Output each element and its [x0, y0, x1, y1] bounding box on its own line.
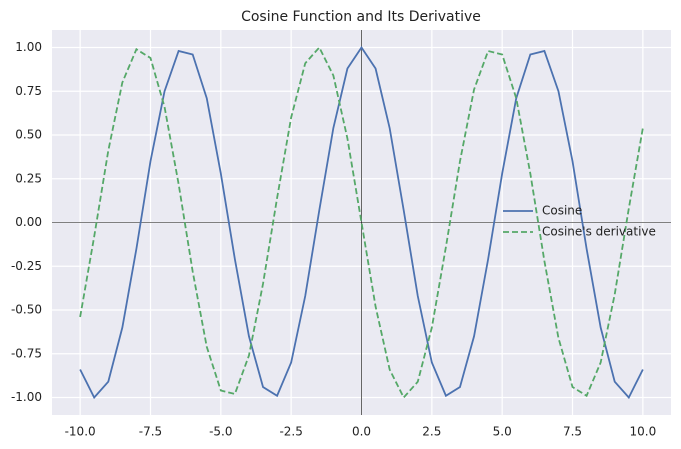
- legend-label: Cosine's derivative: [542, 225, 656, 239]
- y-tick-label: 0.25: [15, 171, 42, 185]
- x-tick-label: 10.0: [630, 425, 657, 439]
- x-tick-label: 7.5: [563, 425, 582, 439]
- y-tick-label: 0.50: [15, 128, 42, 142]
- x-tick-label: 0.0: [352, 425, 371, 439]
- x-tick-label: 5.0: [493, 425, 512, 439]
- y-tick-label: 1.00: [15, 40, 42, 54]
- x-tick-label: -2.5: [279, 425, 302, 439]
- y-tick-label: -0.75: [11, 346, 42, 360]
- x-tick-label: 2.5: [422, 425, 441, 439]
- x-tick-label: -10.0: [65, 425, 96, 439]
- y-tick-label: 0.00: [15, 215, 42, 229]
- y-tick-label: -0.50: [11, 303, 42, 317]
- chart-title: Cosine Function and Its Derivative: [241, 9, 481, 25]
- x-tick-label: -5.0: [209, 425, 232, 439]
- x-tick-label: -7.5: [139, 425, 162, 439]
- y-tick-label: -1.00: [11, 390, 42, 404]
- line-series: [79, 45, 644, 400]
- legend-label: Cosine: [542, 204, 582, 218]
- y-tick-label: 0.75: [15, 84, 42, 98]
- y-tick-label: -0.25: [11, 259, 42, 273]
